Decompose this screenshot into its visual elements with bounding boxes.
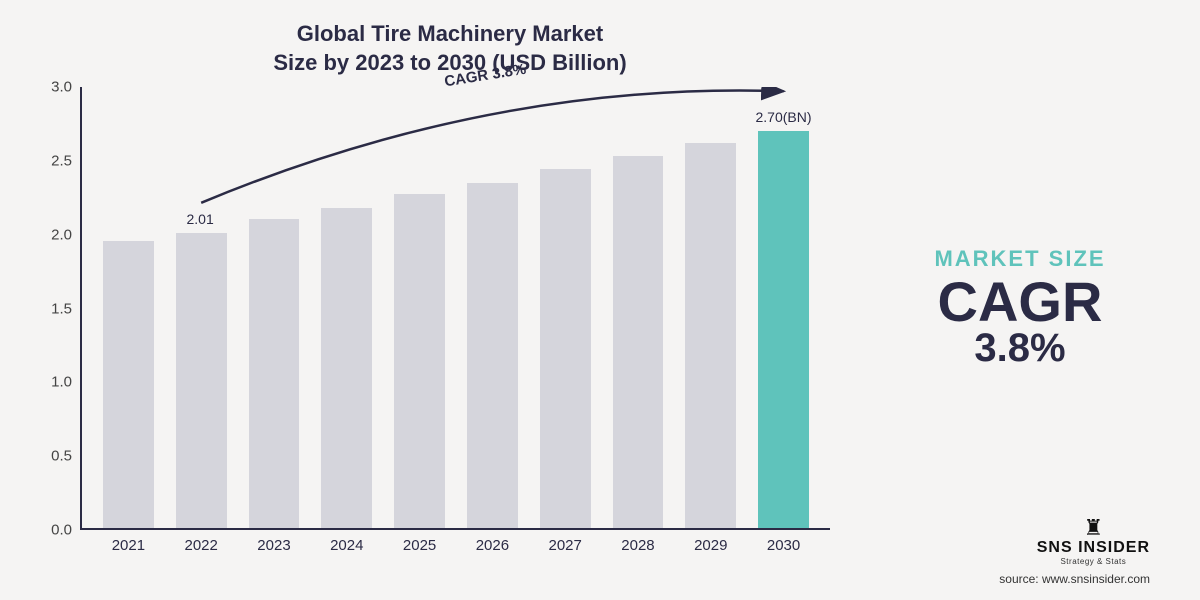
cagr-text: CAGR [938, 274, 1103, 330]
chess-icon: ♜ [1037, 517, 1150, 539]
logo-name: SNS INSIDER [1037, 539, 1150, 557]
bar-wrap [92, 87, 165, 528]
bar [249, 219, 300, 528]
bar [103, 241, 154, 528]
bars-container [82, 87, 830, 528]
plot-area: 2021202220232024202520262027202820292030… [80, 87, 830, 530]
bar [394, 194, 445, 528]
market-size-label: MARKET SIZE [934, 246, 1105, 272]
logo-tagline: Strategy & Stats [1037, 557, 1150, 566]
bar-wrap [165, 87, 238, 528]
y-tick-label: 0.5 [51, 448, 72, 465]
bar-wrap [310, 87, 383, 528]
chart-title: Global Tire Machinery Market Size by 202… [0, 20, 1170, 77]
bar-wrap [674, 87, 747, 528]
value-label-2022: 2.01 [187, 211, 214, 227]
bar-wrap [383, 87, 456, 528]
bar-wrap [238, 87, 311, 528]
bar [321, 208, 372, 528]
y-tick-label: 1.0 [51, 374, 72, 391]
footer: ♜ SNS INSIDER Strategy & Stats source: w… [30, 530, 1170, 590]
y-axis: 0.00.51.01.52.02.53.0 [30, 87, 80, 530]
bar-wrap [529, 87, 602, 528]
bar-wrap [747, 87, 820, 528]
y-tick-label: 2.5 [51, 153, 72, 170]
bar [176, 233, 227, 528]
bar [685, 143, 736, 528]
title-line-1: Global Tire Machinery Market [0, 20, 1170, 49]
bar-chart: 0.00.51.01.52.02.53.0 202120222023202420… [30, 87, 830, 530]
y-tick-label: 3.0 [51, 79, 72, 96]
market-size-panel: MARKET SIZE CAGR 3.8% [870, 87, 1170, 530]
bar [613, 156, 664, 528]
publisher-logo: ♜ SNS INSIDER Strategy & Stats [1037, 517, 1150, 566]
y-tick-label: 2.0 [51, 226, 72, 243]
source-attribution: source: www.snsinsider.com [999, 572, 1150, 586]
title-line-2: Size by 2023 to 2030 (USD Billion) [0, 49, 1170, 78]
bar-wrap [602, 87, 675, 528]
bar [467, 183, 518, 528]
bar-wrap [456, 87, 529, 528]
bar [540, 169, 591, 528]
value-label-2030: 2.70(BN) [756, 109, 812, 125]
bar [758, 131, 809, 528]
cagr-percent: 3.8% [974, 326, 1065, 371]
y-tick-label: 1.5 [51, 300, 72, 317]
